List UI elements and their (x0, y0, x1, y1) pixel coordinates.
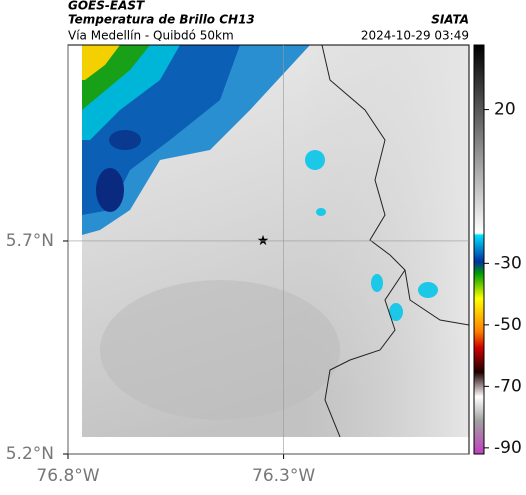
x-tick-label: 76.8°W (36, 466, 99, 486)
colorbar (473, 44, 485, 455)
axes: 76.8°W 76.3°W 5.2°N 5.7°N 20 -30 -50 -70 -90 (6, 45, 522, 486)
colorbar-tick-label: 20 (494, 100, 516, 120)
x-tick-label: 76.3°W (252, 466, 315, 486)
subtitle: Vía Medellín - Quibdó 50km (68, 29, 234, 43)
y-tick-label: 5.2°N (6, 444, 54, 464)
colorbar-tick-label: -70 (494, 376, 522, 396)
colorbar-tick-label: -30 (494, 253, 522, 273)
y-tick-label: 5.7°N (6, 231, 54, 251)
title: Temperatura de Brillo CH13 (68, 13, 255, 27)
source: GOES-EAST (68, 0, 145, 13)
colorbar-tick-label: -90 (494, 438, 522, 458)
brand: SIATA (431, 13, 469, 27)
colorbar-tick-label: -50 (494, 315, 522, 335)
timestamp: 2024-10-29 03:49 (361, 29, 469, 43)
